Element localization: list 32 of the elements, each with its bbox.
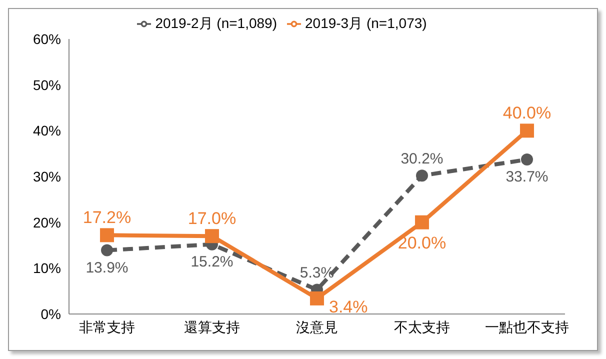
- data-label: 30.2%: [400, 150, 444, 168]
- data-label: 13.9%: [86, 259, 128, 276]
- point: [205, 229, 219, 244]
- y-tick-label: 40%: [32, 122, 61, 139]
- y-tick-label: 0%: [40, 306, 61, 322]
- y-tick-label: 50%: [32, 76, 61, 93]
- x-tick-label: 還算支持: [184, 318, 240, 335]
- x-tick-label: 不太支持: [394, 318, 450, 335]
- data-label: 17.0%: [188, 209, 236, 228]
- y-tick-label: 10%: [32, 260, 61, 276]
- data-label: 17.2%: [82, 208, 132, 228]
- data-label: 5.3%: [300, 264, 334, 282]
- x-tick-label: 一點也不支持: [485, 318, 569, 335]
- data-label: 15.2%: [190, 253, 234, 270]
- x-tick-label: 沒意見: [296, 318, 338, 335]
- y-tick-label: 30%: [32, 168, 61, 184]
- data-label: 20.0%: [398, 233, 446, 252]
- data-label: 33.7%: [506, 168, 548, 186]
- data-label: 3.4%: [329, 297, 368, 316]
- point: [100, 228, 114, 242]
- point: [101, 244, 113, 256]
- legend-label: 2019-3月 (n=1,073): [305, 15, 427, 31]
- y-tick-label: 60%: [32, 30, 61, 47]
- x-tick-label: 非常支持: [79, 318, 135, 335]
- y-tick-label: 20%: [32, 214, 61, 230]
- legend-label: 2019-2月 (n=1,089): [155, 15, 277, 31]
- point: [310, 291, 324, 306]
- point: [416, 170, 428, 182]
- point: [521, 154, 533, 166]
- point: [520, 124, 534, 138]
- data-label: 40.0%: [502, 104, 552, 123]
- point: [415, 215, 429, 230]
